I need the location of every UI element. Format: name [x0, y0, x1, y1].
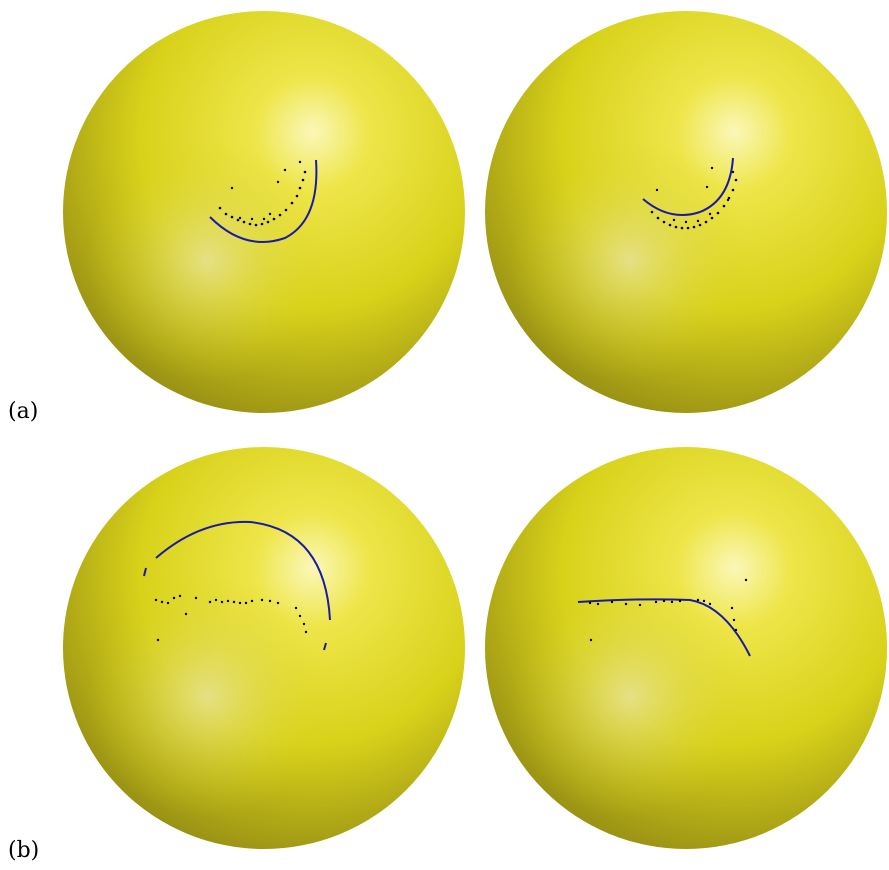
sphere-b-left [63, 447, 465, 849]
data-points [154, 594, 308, 642]
fitted-curve [642, 157, 734, 216]
sphere-a-left [63, 11, 465, 413]
fitted-curve [155, 520, 331, 621]
sphere-b-right [485, 447, 887, 849]
data-points [218, 160, 307, 227]
sphere-a-right [485, 11, 887, 413]
data-points [650, 166, 738, 230]
data-points [588, 578, 748, 642]
fitted-curve [209, 159, 318, 243]
fitted-curve-stub-right [323, 642, 327, 651]
fitted-curve-stub-left [143, 567, 147, 577]
row-label-b: (b) [8, 838, 39, 863]
fitted-curve [577, 598, 751, 657]
row-label-a: (a) [8, 399, 38, 424]
